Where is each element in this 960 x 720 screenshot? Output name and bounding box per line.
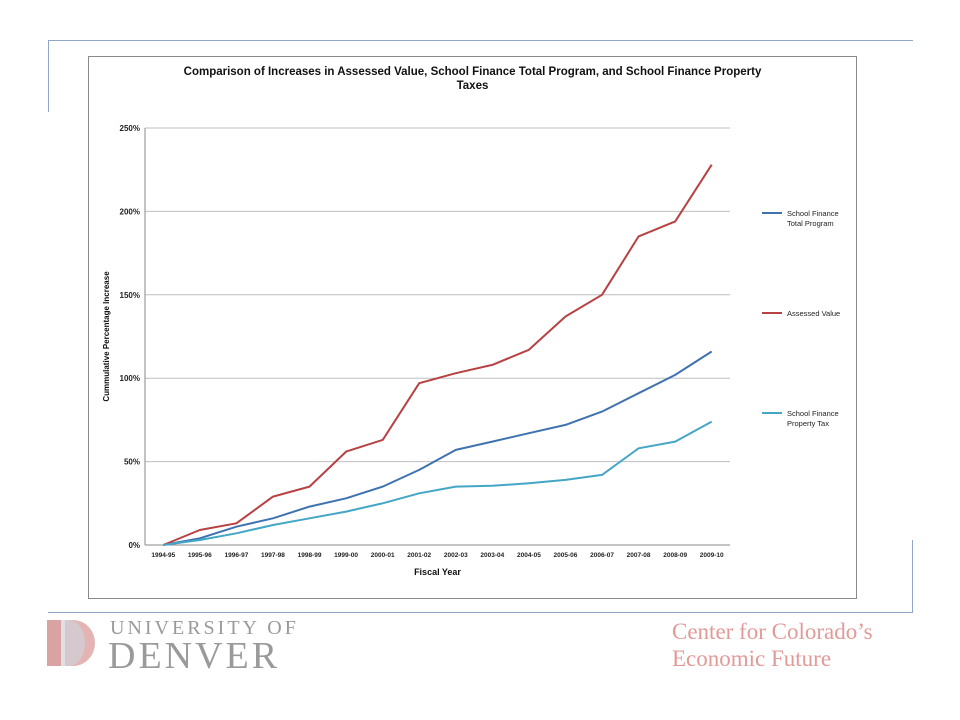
legend-label: Assessed Value	[787, 309, 840, 318]
x-tick-label: 2001-02	[407, 552, 431, 559]
y-tick-label: 200%	[120, 207, 140, 216]
x-axis-title: Fiscal Year	[414, 567, 461, 577]
series-line	[163, 420, 713, 546]
y-tick-label: 150%	[120, 291, 140, 300]
university-name-line1: UNIVERSITY OF	[110, 617, 299, 639]
x-tick-label: 2009-10	[700, 552, 724, 559]
y-tick-label: 0%	[128, 541, 140, 550]
x-tick-label: 2006-07	[590, 552, 614, 559]
series-line	[163, 350, 713, 546]
x-tick-label: 2008-09	[663, 552, 687, 559]
legend-label: Total Program	[787, 219, 834, 228]
x-tick-label: 1998-99	[298, 552, 322, 559]
x-tick-label: 2004-05	[517, 552, 541, 559]
y-axis-title: Cummulative Percentage Increase	[102, 271, 111, 402]
series-line	[162, 164, 713, 546]
chart-title-line2: Taxes	[456, 80, 489, 92]
frame-left-line	[48, 40, 49, 112]
x-tick-label: 1996-97	[224, 552, 248, 559]
x-tick-label: 2007-08	[627, 552, 651, 559]
x-tick-label: 1994-95	[151, 552, 175, 559]
legend-label: School Finance	[787, 209, 839, 218]
university-logo-icon	[47, 620, 95, 666]
line-chart: 0% 50% 100% 150% 200% 250% 1994-95 1995-96 1996-…	[102, 124, 840, 577]
center-name-line2: Economic Future	[672, 646, 832, 671]
y-tick-label: 100%	[120, 374, 140, 383]
legend-label: School Finance	[787, 409, 839, 418]
chart-container: Comparison of Increases in Assessed Valu…	[88, 56, 857, 599]
y-tick-label: 250%	[120, 124, 140, 133]
y-tick-label: 50%	[124, 458, 140, 467]
university-name-line2: DENVER	[108, 635, 281, 677]
legend-label: Property Tax	[787, 419, 829, 428]
x-tick-label: 2000-01	[371, 552, 395, 559]
chart-title-line1: Comparison of Increases in Assessed Valu…	[183, 66, 762, 78]
frame-bottom-line	[48, 612, 913, 613]
frame-top-line	[48, 40, 913, 41]
frame-right-line	[912, 540, 913, 612]
x-tick-label: 2003-04	[480, 552, 504, 559]
x-tick-label: 1997-98	[261, 552, 285, 559]
chart-title: Comparison of Increases in Assessed Valu…	[89, 65, 856, 93]
x-tick-label: 2002-03	[444, 552, 468, 559]
x-tick-label: 1999-00	[334, 552, 358, 559]
center-name-line1: Center for Colorado’s	[672, 619, 873, 644]
x-tick-label: 1995-96	[188, 552, 212, 559]
x-tick-label: 2005-06	[554, 552, 578, 559]
